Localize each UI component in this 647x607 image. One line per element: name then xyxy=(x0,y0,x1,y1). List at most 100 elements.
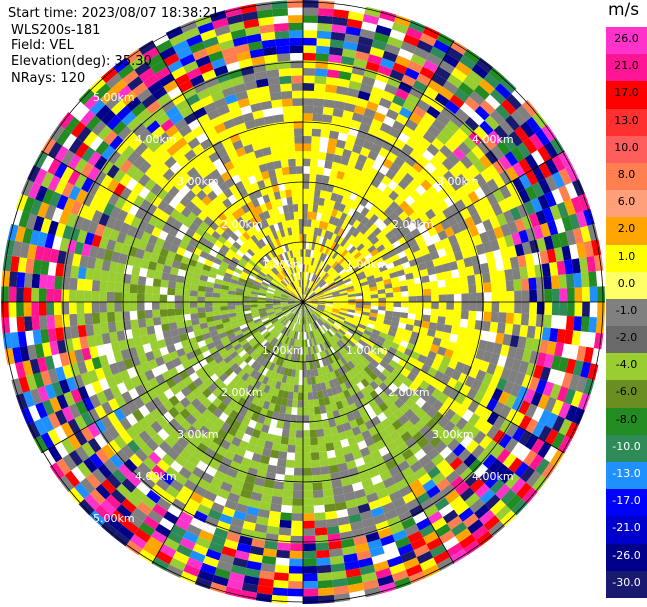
velocity-gate xyxy=(345,342,354,351)
velocity-gate xyxy=(332,305,341,308)
velocity-gate xyxy=(365,326,374,333)
velocity-gate xyxy=(314,310,322,317)
velocity-gate xyxy=(496,236,508,250)
velocity-gate xyxy=(502,258,512,271)
velocity-gate xyxy=(81,243,92,257)
velocity-gate xyxy=(486,164,500,179)
velocity-gate xyxy=(292,203,299,212)
velocity-gate xyxy=(524,185,538,201)
velocity-gate xyxy=(323,273,330,281)
velocity-gate xyxy=(287,580,303,589)
velocity-gate xyxy=(250,299,258,302)
velocity-gate xyxy=(328,379,336,389)
velocity-gate xyxy=(459,384,472,397)
velocity-gate xyxy=(211,534,227,547)
velocity-gate xyxy=(55,327,65,341)
velocity-gate xyxy=(338,391,346,401)
ring-label-s1: 1.00km xyxy=(262,344,304,357)
velocity-gate xyxy=(296,308,300,316)
velocity-gate xyxy=(146,269,156,279)
velocity-gate xyxy=(244,240,253,249)
velocity-gate xyxy=(583,346,594,364)
velocity-gate xyxy=(244,567,261,578)
velocity-gate xyxy=(326,525,340,535)
velocity-gate xyxy=(306,256,311,265)
velocity-gate xyxy=(480,168,493,183)
velocity-gate xyxy=(468,131,483,146)
velocity-gate xyxy=(60,166,75,183)
velocity-gate xyxy=(482,350,493,363)
velocity-gate xyxy=(140,443,154,457)
velocity-gate xyxy=(303,135,312,144)
velocity-gate xyxy=(288,304,297,309)
velocity-gate xyxy=(476,530,494,547)
velocity-gate xyxy=(208,235,218,245)
velocity-gate xyxy=(367,125,380,137)
velocity-gate xyxy=(531,166,546,183)
velocity-gate xyxy=(493,125,509,141)
velocity-gate xyxy=(397,460,410,473)
velocity-gate xyxy=(294,135,303,144)
velocity-gate xyxy=(312,250,317,259)
velocity-gate xyxy=(286,258,292,267)
velocity-gate xyxy=(12,240,23,258)
velocity-gate xyxy=(119,430,133,445)
velocity-gate xyxy=(208,325,217,333)
velocity-gate xyxy=(189,222,200,233)
velocity-gate xyxy=(222,208,232,218)
velocity-gate xyxy=(372,252,382,261)
velocity-gate xyxy=(265,61,279,71)
velocity-gate xyxy=(485,251,496,263)
velocity-gate xyxy=(457,219,469,232)
velocity-gate xyxy=(409,86,424,100)
velocity-gate xyxy=(338,288,347,293)
velocity-gate xyxy=(442,80,459,95)
velocity-gate xyxy=(333,300,341,302)
velocity-gate xyxy=(502,135,517,152)
velocity-gate xyxy=(246,87,260,98)
velocity-gate xyxy=(333,201,341,211)
velocity-gate xyxy=(212,196,223,207)
velocity-gate xyxy=(324,434,333,444)
velocity-gate xyxy=(285,286,292,293)
velocity-gate xyxy=(218,372,229,383)
velocity-gate xyxy=(402,491,417,504)
velocity-gate xyxy=(204,240,215,250)
velocity-gate xyxy=(460,344,471,356)
velocity-gate xyxy=(284,212,291,221)
velocity-gate xyxy=(408,211,420,223)
velocity-gate xyxy=(565,164,579,183)
velocity-gate xyxy=(292,281,297,289)
velocity-gate xyxy=(236,314,245,320)
velocity-gate xyxy=(297,302,303,308)
velocity-gate xyxy=(315,174,324,183)
velocity-gate xyxy=(378,495,393,507)
velocity-gate xyxy=(185,178,197,190)
velocity-gate xyxy=(484,494,501,510)
velocity-gate xyxy=(399,317,408,324)
velocity-gate xyxy=(319,351,325,360)
velocity-gate xyxy=(125,48,143,64)
velocity-gate xyxy=(200,327,210,335)
velocity-gate xyxy=(294,377,300,385)
velocity-gate xyxy=(430,308,439,317)
velocity-gate xyxy=(347,256,356,264)
velocity-gate xyxy=(324,503,337,513)
velocity-gate xyxy=(393,387,404,399)
velocity-gate xyxy=(389,271,398,279)
velocity-gate xyxy=(291,505,303,514)
velocity-gate xyxy=(64,470,81,488)
velocity-gate xyxy=(22,390,36,408)
velocity-gate xyxy=(570,390,584,408)
velocity-gate xyxy=(511,192,524,207)
velocity-gate xyxy=(312,113,323,122)
velocity-gate xyxy=(33,151,48,169)
velocity-gate xyxy=(193,216,204,227)
velocity-gate xyxy=(165,105,180,119)
velocity-gate xyxy=(333,243,341,252)
velocity-gate xyxy=(214,319,223,326)
velocity-gate xyxy=(332,294,341,298)
velocity-gate xyxy=(251,313,260,319)
velocity-gate xyxy=(251,428,262,439)
velocity-gate xyxy=(127,346,138,358)
